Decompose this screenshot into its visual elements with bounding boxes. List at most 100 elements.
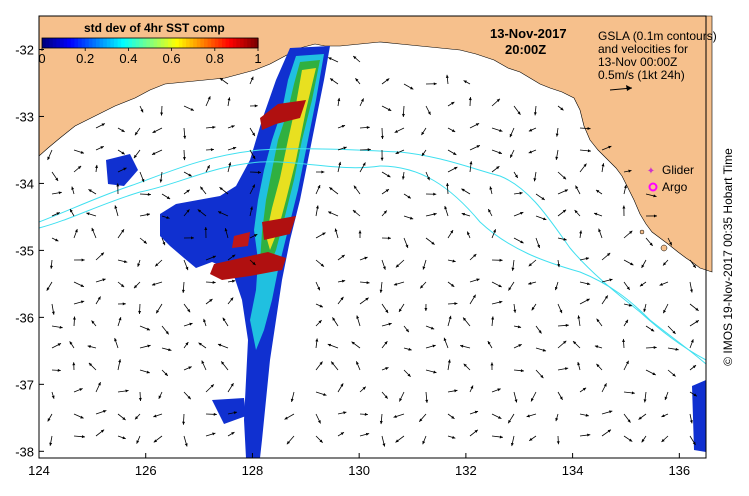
argo-icon: [648, 182, 658, 192]
glider-icon: ✦: [647, 166, 655, 177]
velocity-arrowhead: [182, 157, 186, 161]
colorbar-segment: [132, 38, 137, 48]
velocity-arrowhead: [204, 227, 208, 231]
velocity-arrowhead: [573, 341, 577, 345]
velocity-arrowhead: [433, 82, 437, 86]
velocity-arrowhead: [153, 439, 158, 443]
colorbar-segment: [250, 38, 255, 48]
velocity-arrowhead: [386, 78, 390, 82]
velocity-arrowhead: [692, 365, 697, 369]
colorbar-title: std dev of 4hr SST comp: [84, 21, 225, 35]
velocity-arrowhead: [379, 420, 383, 425]
time-label: 20:00Z: [505, 42, 546, 57]
colorbar-segment: [153, 38, 158, 48]
swath-red-2: [262, 216, 296, 240]
x-tick-label: 136: [668, 463, 690, 478]
colorbar-segment: [207, 38, 212, 48]
velocity-arrowhead: [395, 264, 400, 268]
velocity-arrowhead: [186, 189, 190, 193]
velocity-arrowhead: [362, 162, 366, 166]
velocity-arrowhead: [49, 442, 53, 446]
colorbar-segment: [74, 38, 79, 48]
velocity-arrowhead: [497, 388, 501, 392]
velocity-arrowhead: [468, 97, 472, 101]
velocity-arrowhead: [405, 244, 409, 248]
colorbar-segment: [186, 38, 191, 48]
colorbar-segment: [160, 38, 165, 48]
velocity-arrowhead: [454, 302, 458, 306]
velocity-arrowhead: [499, 129, 503, 132]
velocity-arrowhead: [407, 195, 411, 199]
colorbar-segment: [99, 38, 104, 48]
velocity-arrowhead: [80, 284, 84, 287]
velocity-arrowhead: [337, 97, 341, 102]
velocity-arrowhead: [604, 295, 608, 299]
velocity-arrowhead: [158, 395, 162, 399]
velocity-arrowhead: [351, 341, 355, 345]
colorbar-segment: [243, 38, 248, 48]
velocity-arrowhead: [447, 359, 451, 363]
velocity-arrows: [46, 55, 700, 447]
velocity-arrowhead: [147, 344, 151, 348]
velocity-arrowhead: [343, 146, 347, 150]
velocity-arrowhead: [452, 435, 456, 439]
velocity-arrowhead: [140, 109, 144, 113]
velocity-arrowhead: [382, 266, 386, 270]
velocity-arrowhead: [476, 278, 480, 282]
velocity-arrowhead: [695, 307, 699, 311]
velocity-arrowhead: [186, 209, 190, 213]
velocity-arrowhead: [565, 323, 569, 327]
velocity-arrowhead: [185, 266, 189, 271]
velocity-arrowhead: [155, 263, 159, 267]
legend-line-1: GSLA (0.1m contours): [598, 29, 717, 43]
swath-blue-east: [692, 380, 706, 452]
velocity-arrowhead: [454, 166, 458, 170]
velocity-arrowhead: [693, 393, 697, 397]
velocity-arrowhead: [450, 283, 455, 287]
velocity-arrowhead: [253, 234, 258, 237]
velocity-arrowhead: [365, 432, 370, 436]
velocity-arrowhead: [695, 320, 699, 324]
x-tick-label: 128: [242, 463, 264, 478]
velocity-arrowhead: [197, 209, 202, 213]
velocity-arrowhead: [232, 146, 237, 150]
velocity-arrowhead: [475, 123, 480, 127]
velocity-arrowhead: [498, 284, 502, 288]
island: [639, 229, 645, 235]
velocity-arrowhead: [489, 186, 493, 190]
velocity-arrowhead: [451, 129, 456, 132]
velocity-arrowhead: [231, 254, 236, 258]
colorbar-tick-label: 0: [38, 51, 45, 66]
velocity-arrowhead: [623, 184, 627, 189]
velocity-arrowhead: [517, 325, 522, 329]
velocity-arrowhead: [210, 384, 214, 388]
island: [660, 244, 668, 252]
velocity-arrowhead: [114, 205, 118, 209]
velocity-arrowhead: [554, 286, 558, 291]
velocity-arrowhead: [607, 429, 611, 433]
colorbar-segment: [85, 38, 90, 48]
velocity-arrowhead: [187, 395, 191, 400]
colorbar-segment: [121, 38, 126, 48]
velocity-arrowhead: [185, 342, 189, 346]
velocity-arrowhead: [97, 296, 101, 300]
velocity-arrowhead: [353, 56, 357, 60]
velocity-arrowhead: [334, 228, 338, 232]
velocity-arrowhead: [143, 240, 147, 244]
land-australia: [38, 15, 713, 273]
velocity-arrowhead: [663, 309, 667, 314]
velocity-arrowhead: [433, 212, 437, 216]
velocity-arrowhead: [510, 154, 513, 158]
velocity-arrowhead: [151, 282, 156, 286]
velocity-arrowhead: [596, 363, 600, 368]
velocity-arrowhead: [463, 317, 467, 321]
velocity-arrowhead: [422, 440, 426, 445]
velocity-arrowhead: [401, 176, 405, 180]
velocity-arrowhead: [421, 152, 425, 156]
velocity-arrowhead: [125, 389, 129, 393]
velocity-arrowhead: [474, 429, 478, 433]
velocity-arrowhead: [689, 289, 693, 293]
velocity-arrowhead: [188, 173, 192, 177]
velocity-arrowhead: [643, 308, 647, 313]
